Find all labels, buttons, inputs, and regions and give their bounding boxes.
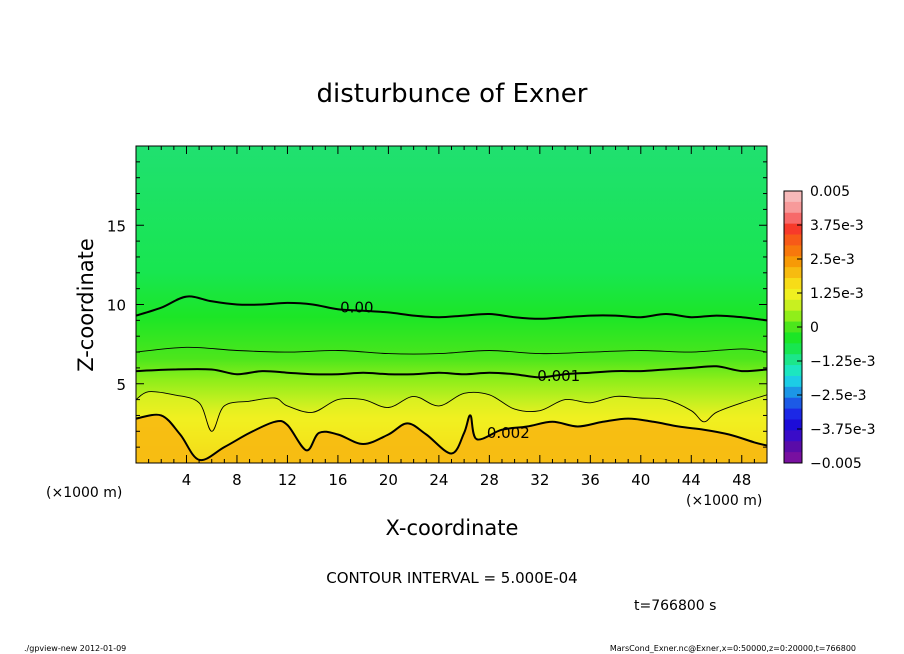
colorbar-label: −2.5e-3 [810,388,867,404]
colorbar-segment [784,397,802,409]
colorbar-segment [784,430,802,442]
colorbar-segment [784,234,802,246]
plot-area [136,146,767,463]
contour-labels: 0.00 0.001 0.002 [340,299,580,442]
x-axis-label: X-coordinate [386,516,519,540]
contour-line [136,346,767,355]
colorbar-segment [784,212,802,225]
time-text: t=766800 s [634,598,716,614]
x-tick-label: 4 [182,471,192,489]
colorbar-label: 2.5e-3 [810,252,855,268]
colorbar-label: 0.005 [810,184,850,200]
x-tick-label: 12 [278,471,297,489]
contour-interval-text: CONTOUR INTERVAL = 5.000E-04 [326,569,577,587]
x-tick-label: 48 [732,471,751,489]
colorbar-segment [784,452,802,464]
colorbar-segment [784,332,802,344]
contour-line [136,391,767,432]
colorbar-labels: 0.005 3.75e-3 2.5e-3 1.25e-3 0 −1.25e-3 −2.5e-… [797,184,875,472]
colorbar-segment [784,408,802,420]
x-tick-label: 16 [328,471,347,489]
colorbar-segment [784,191,802,203]
y-tick-label: 5 [116,376,126,394]
colorbar-segment [784,256,802,268]
x-tick-label: 40 [631,471,650,489]
footer-left: ./gpview-new 2012-01-09 [24,644,126,653]
x-tick-label: 28 [480,471,499,489]
colorbar-segment [784,288,802,301]
contour-label: 0.001 [537,367,580,385]
colorbar-segment [784,321,802,333]
colorbar-segment [784,441,802,453]
x-tick-label: 8 [232,471,242,489]
x-axis-unit-left: (×1000 m) [46,485,122,501]
colorbar-label: 3.75e-3 [810,218,864,234]
x-tick-label: 36 [581,471,600,489]
contour-line [136,413,767,462]
colorbar-label: −3.75e-3 [810,422,875,438]
footer-right: MarsCond_Exner.nc@Exner,x=0:50000,z=0:20… [610,644,856,653]
colorbar-segment [784,299,802,312]
colorbar-segment [784,365,802,377]
field-band-orange [136,414,767,463]
colorbar-segment [784,223,802,235]
colorbar-segment [784,419,802,431]
colorbar-label: 1.25e-3 [810,286,864,302]
colorbar-segment [784,386,802,399]
y-axis-label: Z-coordinate [74,238,98,372]
colorbar-segment [784,310,802,322]
colorbar-segment [784,267,802,279]
colorbar-label: −0.005 [810,456,862,472]
x-tick-label: 32 [530,471,549,489]
contour-label: 0.00 [340,299,373,317]
contour-line [136,365,767,379]
contour-lines [136,295,767,462]
x-tick-label: 20 [379,471,398,489]
contour-label: 0.002 [487,424,530,442]
colorbar-label: 0 [810,320,819,336]
colorbar-segment [784,354,802,366]
x-axis-ticks: 4 8 12 16 20 24 28 32 36 40 44 48 [148,146,755,489]
y-tick-label: 15 [107,217,126,235]
contour-line [136,295,767,322]
colorbar-label: −1.25e-3 [810,354,875,370]
x-tick-label: 44 [682,471,701,489]
y-tick-label: 10 [107,297,126,315]
x-axis-unit-right: (×1000 m) [686,493,762,509]
colorbar-segment [784,375,802,388]
chart-title: disturbunce of Exner [317,79,588,109]
colorbar-segment [784,278,802,290]
x-tick-label: 24 [429,471,448,489]
colorbar-segment [784,201,802,214]
y-axis-ticks: 5 10 15 [107,161,767,448]
colorbar [783,190,803,464]
colorbar-segment [784,245,802,257]
colorbar-segment [784,343,802,355]
